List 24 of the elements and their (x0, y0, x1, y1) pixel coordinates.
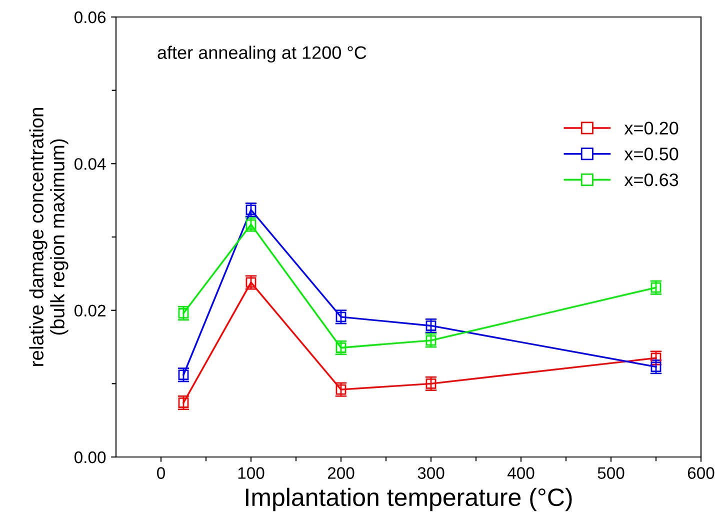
y-tick-label: 0.06 (74, 11, 106, 24)
y-axis-title: relative damage concentration (bulk region maximum) (29, 108, 68, 366)
point (426, 320, 436, 331)
text: 0.00 (74, 451, 106, 464)
x-tick-label: 400 (507, 467, 534, 479)
legend-label: x=0.20 (624, 122, 678, 135)
point (246, 219, 256, 230)
x-tick-label: 0 (157, 467, 165, 479)
legend-label: x=0.63 (624, 173, 678, 186)
x-tick-label: 300 (418, 467, 444, 479)
point (178, 398, 189, 408)
point (336, 342, 346, 353)
point (246, 204, 256, 216)
x-tick-label: 200 (328, 467, 354, 479)
point (426, 335, 436, 346)
y-tick-label: 0.02 (74, 304, 106, 317)
x-tick-label: 500 (598, 467, 624, 479)
y-tick-label: 0.04 (74, 158, 106, 170)
x-axis-title: Implantation temperature (°C) (246, 488, 572, 512)
point (178, 308, 189, 318)
x-tick-label: 600 (688, 467, 714, 479)
x-tick-label: 100 (238, 467, 264, 479)
legend-label: x=0.50 (624, 148, 678, 160)
annotation: after annealing at 1200 °C (158, 46, 366, 63)
